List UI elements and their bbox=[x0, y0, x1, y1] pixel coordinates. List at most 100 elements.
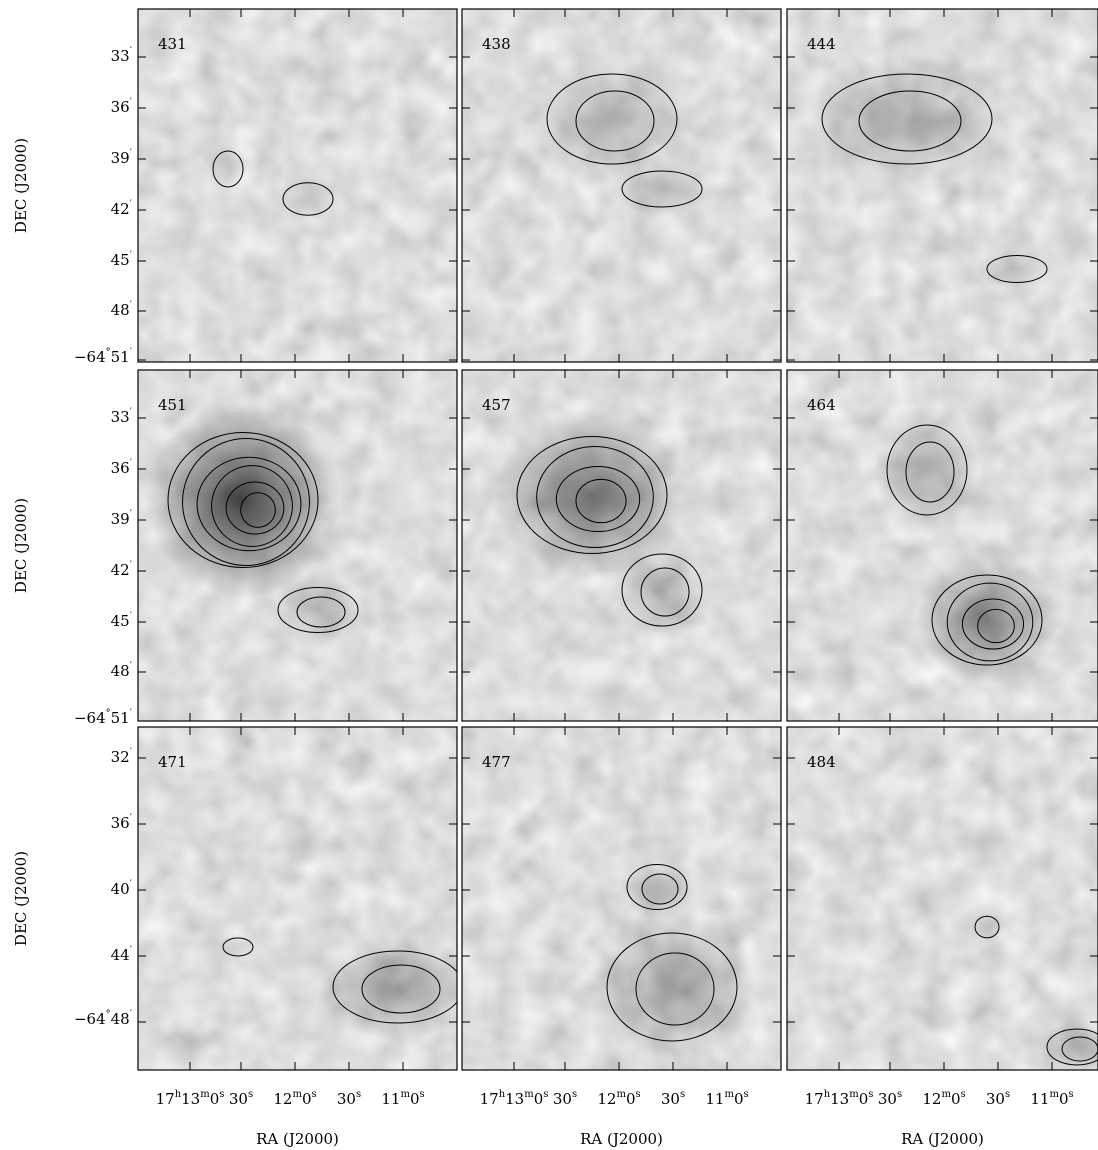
x-tick-label: 30s​ bbox=[337, 1089, 361, 1109]
x-tick-label: 30s​ bbox=[553, 1089, 577, 1109]
emission bbox=[796, 54, 1018, 184]
tick-part: m bbox=[200, 1089, 210, 1100]
y-axis-title: DEC (J2000) bbox=[12, 851, 30, 946]
y-tick-label: 33′​ bbox=[111, 46, 133, 66]
panel-frame bbox=[461, 369, 782, 722]
tick-part: −64 bbox=[74, 709, 106, 727]
x-axis-title: RA (J2000) bbox=[256, 1130, 339, 1148]
tick-part: 30 bbox=[553, 1090, 572, 1108]
tick-part: s bbox=[868, 1089, 873, 1100]
contour bbox=[222, 937, 254, 957]
contour bbox=[555, 466, 641, 532]
tick-part: s bbox=[960, 1089, 965, 1100]
tick-part: s bbox=[248, 1089, 253, 1100]
x-tick-label: 30s​ bbox=[986, 1089, 1010, 1109]
panel-frame bbox=[461, 8, 782, 363]
tick-part: s bbox=[219, 1089, 224, 1100]
panel-label: 471 bbox=[158, 753, 187, 771]
tick-part: ′ bbox=[130, 148, 133, 159]
tick-part: ′ bbox=[130, 747, 133, 758]
emission bbox=[610, 163, 714, 215]
x-tick-label: 17h​13m​0s​ bbox=[480, 1089, 549, 1109]
tick-part: ′ bbox=[130, 945, 133, 956]
tick-part: 12 bbox=[597, 1090, 616, 1108]
tick-part: 0 bbox=[626, 1090, 636, 1108]
tick-part: h bbox=[175, 1089, 182, 1100]
x-axis-title: RA (J2000) bbox=[580, 1130, 663, 1148]
contour bbox=[635, 952, 715, 1026]
tick-part: s bbox=[743, 1089, 748, 1100]
emission bbox=[275, 175, 341, 223]
tick-part: m bbox=[400, 1089, 410, 1100]
tick-part: s bbox=[356, 1089, 361, 1100]
y-tick-label: 36′​ bbox=[111, 813, 133, 833]
tick-part: 45 bbox=[111, 251, 130, 269]
tick-part: 17 bbox=[480, 1090, 499, 1108]
x-tick-label: 30s​ bbox=[878, 1089, 902, 1109]
tick-part: 30 bbox=[337, 1090, 356, 1108]
tick-part: s bbox=[311, 1089, 316, 1100]
contour bbox=[974, 915, 1000, 939]
panel-frame bbox=[786, 369, 1098, 722]
tick-part: m bbox=[292, 1089, 302, 1100]
x-tick-label: 17h​13m​0s​ bbox=[805, 1089, 874, 1109]
y-tick-label: 36′​ bbox=[111, 97, 133, 117]
emission bbox=[313, 935, 457, 1039]
panel-label: 431 bbox=[158, 35, 187, 53]
tick-part: 32 bbox=[111, 748, 130, 766]
tick-part: 33 bbox=[111, 408, 130, 426]
emission bbox=[494, 410, 690, 580]
tick-part: 17 bbox=[156, 1090, 175, 1108]
panel-label: 464 bbox=[807, 396, 836, 414]
contour bbox=[946, 582, 1034, 662]
y-axis-title: DEC (J2000) bbox=[12, 498, 30, 593]
tick-part: 48 bbox=[111, 301, 130, 319]
contour bbox=[212, 150, 244, 188]
tick-part: 11 bbox=[705, 1090, 724, 1108]
emission bbox=[266, 577, 370, 643]
tick-part: 30 bbox=[229, 1090, 248, 1108]
tick-part: s bbox=[1005, 1089, 1010, 1100]
tick-part: s bbox=[572, 1089, 577, 1100]
tick-part: 44 bbox=[111, 946, 130, 964]
tick-part: 11 bbox=[381, 1090, 400, 1108]
x-tick-label: 11m​0s​ bbox=[1030, 1089, 1073, 1109]
x-axis-title: RA (J2000) bbox=[901, 1130, 984, 1148]
tick-part: ′ bbox=[130, 708, 133, 719]
tick-part: 30 bbox=[661, 1090, 680, 1108]
tick-part: 40 bbox=[111, 880, 130, 898]
panel bbox=[138, 9, 457, 362]
tick-part: 45 bbox=[111, 612, 130, 630]
map-image bbox=[787, 727, 1098, 1070]
tick-part: ° bbox=[106, 708, 111, 719]
contour bbox=[621, 170, 703, 208]
panel-frame bbox=[786, 8, 1098, 363]
tick-part: ′ bbox=[130, 1009, 133, 1020]
emission bbox=[587, 909, 757, 1065]
y-tick-label: 42′​ bbox=[111, 199, 133, 219]
contour bbox=[575, 478, 627, 524]
contour bbox=[282, 182, 334, 216]
contour bbox=[961, 598, 1025, 650]
emission bbox=[875, 405, 979, 535]
y-tick-label: −64°​51′​ bbox=[74, 347, 133, 367]
contour bbox=[621, 553, 703, 627]
panel bbox=[462, 9, 781, 362]
contour bbox=[986, 255, 1048, 283]
contour bbox=[240, 492, 276, 528]
tick-part: 30 bbox=[986, 1090, 1005, 1108]
tick-part: m bbox=[941, 1089, 951, 1100]
tick-part: 0 bbox=[734, 1090, 744, 1108]
contour bbox=[182, 438, 310, 566]
emission bbox=[527, 54, 697, 184]
contour bbox=[640, 567, 690, 617]
panel-frame bbox=[786, 726, 1098, 1071]
tick-part: 17 bbox=[805, 1090, 824, 1108]
y-tick-label: 45′​ bbox=[111, 250, 133, 270]
tick-part: 39 bbox=[111, 149, 130, 167]
panel bbox=[787, 9, 1098, 362]
panel-label: 477 bbox=[482, 753, 511, 771]
contour bbox=[536, 445, 654, 549]
contour bbox=[977, 608, 1015, 644]
contour bbox=[332, 950, 457, 1024]
